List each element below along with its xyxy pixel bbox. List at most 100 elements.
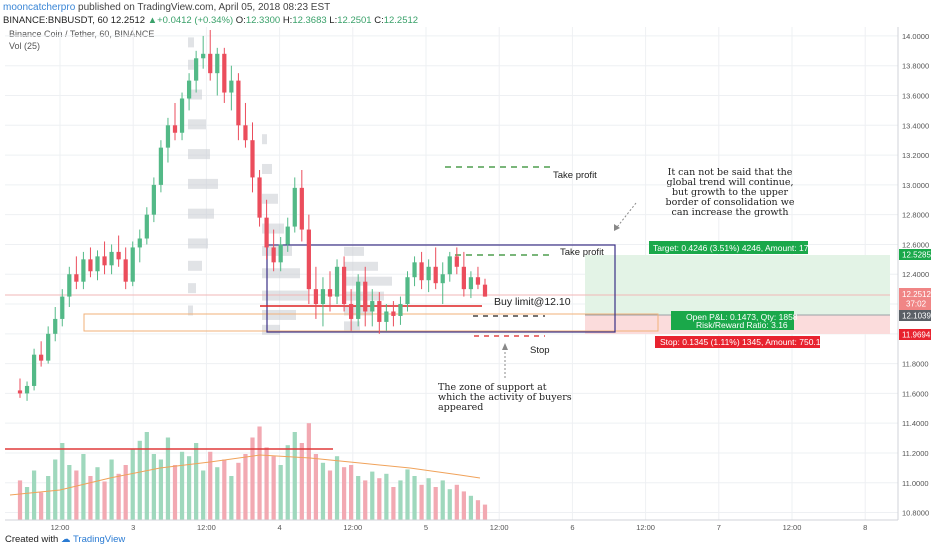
author-link[interactable]: mooncatcherpro [3,2,76,13]
profile-bar [188,208,214,219]
stop-label: Stop [530,345,550,356]
candle-body [341,266,347,305]
volume-bar [60,443,65,520]
volume-bar [271,456,276,520]
low-key: L: [329,15,338,26]
volume-bar [229,476,234,520]
candle-body [377,301,382,322]
volume-bar [377,478,382,520]
price-tick-label: 12.8000 [902,211,929,220]
volume-study-label[interactable]: Vol (25) [9,41,41,51]
stop-badge: Stop: 0.1345 (1.11%) 1345, Amount: 750.1 [655,336,821,348]
stop-badge-text: Stop: 0.1345 (1.11%) 1345, Amount: 750.1 [660,337,821,347]
symbol-ohlc-line: BINANCE:BNBUSDT, 60 12.2512 ▲+0.0412 (+0… [3,14,418,27]
price-tick-label: 11.2000 [902,449,929,458]
price-tick-label: 13.8000 [902,62,929,71]
target-zone [585,255,890,315]
volume-bar [440,480,445,520]
profile-bar [188,149,210,160]
candle-body [194,58,199,81]
candle-body [468,277,474,290]
price-tick-label: 11.0000 [902,479,929,488]
volume-bar [137,440,142,520]
candle-body [151,184,156,215]
volume-bar [151,454,156,520]
note-top-line: global trend will continue, [666,177,793,188]
candle-body [292,187,297,227]
time-tick-label: 12:00 [636,523,655,532]
volume-bar [292,432,297,520]
candle-body [313,289,319,305]
candle-body [356,281,361,319]
profile-bar [188,283,196,294]
stop-price-badge: 11.9694 [902,331,931,340]
candle-body [130,247,135,282]
candle-body [475,277,481,285]
price-badges: 12.5285 12.2512 37:02 12.1039 11.9694 [899,249,931,340]
note-top-line: but growth to the upper [672,187,789,198]
volume-bar [349,465,354,520]
candle-body [454,256,459,267]
candle-body [363,281,368,312]
volume-bar [144,432,149,520]
volume-bar [412,476,417,520]
open-pl-badge: Open P&L: 0.1473, Qty: 1858 Risk/Reward … [671,311,798,330]
candle-body [426,266,431,281]
volume-bar [102,481,107,520]
volume-bar [356,476,361,520]
candle-body [123,259,128,282]
candle-body [39,354,44,361]
support-zone-box [83,313,659,332]
price-tick-label: 11.8000 [902,360,929,369]
volume-bar [299,443,304,520]
last-price: 12.2512 [110,15,146,26]
volume-ma-line [9,454,481,496]
volume-bar [306,423,311,520]
candle-body [398,304,403,316]
candle-body [419,262,424,281]
take-profit-upper-label: Take profit [553,170,597,181]
candle-body [116,251,121,260]
symbol-ticker: BINANCE:BNBUSDT, 60 [3,15,109,26]
profile-bar [344,321,360,331]
publish-header: mooncatcherpro published on TradingView.… [3,1,330,14]
volume-bar [250,437,255,520]
volume-bar [46,476,51,520]
volume-bar [109,459,114,520]
note-arrow [613,202,637,232]
candle-body [320,289,326,305]
candle-body [53,318,58,334]
volume-bar [313,454,319,520]
time-tick-label: 4 [278,523,282,532]
candle-body [433,266,438,284]
candle-body [278,244,283,263]
volume-bar [201,470,206,520]
candle-body [186,80,192,99]
price-axis-labels: 14.0000 13.8000 13.6000 13.4000 13.2000 13.00… [902,32,929,518]
candle-body [74,274,79,282]
candle-body [384,311,389,322]
price-change: +0.0412 (+0.34%) [157,15,234,26]
text-annotations: Take profit Take profit Buy limit@12.10 … [494,170,604,356]
candle-body [165,125,171,148]
profile-bar [344,246,364,256]
time-tick-label: 12:00 [343,523,362,532]
tradingview-brand[interactable]: TradingView [72,534,126,545]
volume-bar [433,487,438,520]
price-tick-label: 14.0000 [902,32,929,41]
profile-bar [344,276,392,286]
candle-body [440,274,445,284]
volume-bar [257,426,262,520]
candle-body [201,53,206,59]
time-tick-label: 3 [131,523,135,532]
candle-body [60,296,65,319]
entry-price-badge: 12.1039 [902,312,931,321]
time-tick-label: 7 [717,523,721,532]
price-tick-label: 11.6000 [902,389,929,398]
volume-bar [24,487,30,520]
profile-bar [188,89,202,100]
volume-bar [341,467,347,520]
profile-bar [262,134,267,145]
